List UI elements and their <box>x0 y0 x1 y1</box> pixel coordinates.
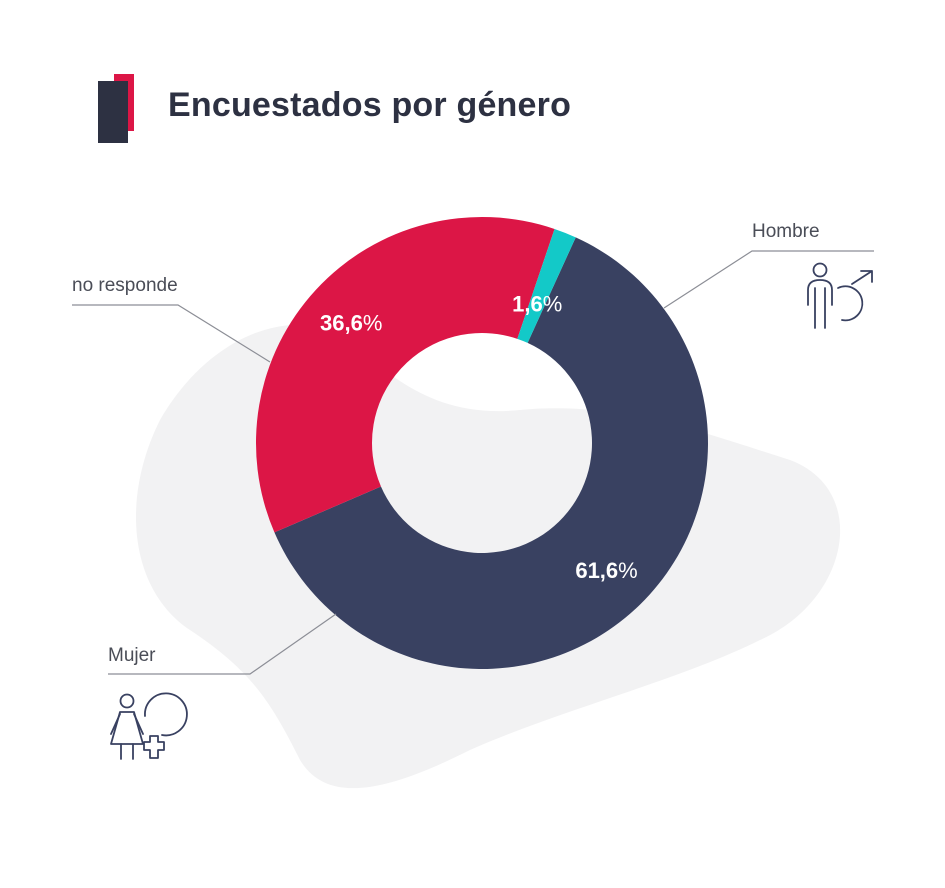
slice-mujer <box>255 216 555 533</box>
title-dark-mark <box>98 81 128 143</box>
category-label-no-responde: no responde <box>72 275 178 296</box>
leader-line-hombre <box>663 250 874 309</box>
donut-slices <box>255 216 708 669</box>
percent-labels: 61,6% 36,6% 1,6% <box>320 292 638 584</box>
percent-label-mujer: 36,6% <box>320 310 382 335</box>
slice-no-responde <box>517 228 576 343</box>
percent-label-no-responde: 1,6% <box>512 292 562 317</box>
leader-line-mujer <box>108 613 337 675</box>
category-label-hombre: Hombre <box>752 221 820 242</box>
female-figure-icon <box>110 692 188 760</box>
category-label-mujer: Mujer <box>108 645 156 666</box>
page-title: Encuestados por género <box>168 86 572 124</box>
male-figure-icon <box>807 262 873 329</box>
slice-hombre <box>274 237 708 669</box>
leader-line-no-responde <box>72 304 271 363</box>
percent-label-hombre: 61,6% <box>575 558 637 583</box>
